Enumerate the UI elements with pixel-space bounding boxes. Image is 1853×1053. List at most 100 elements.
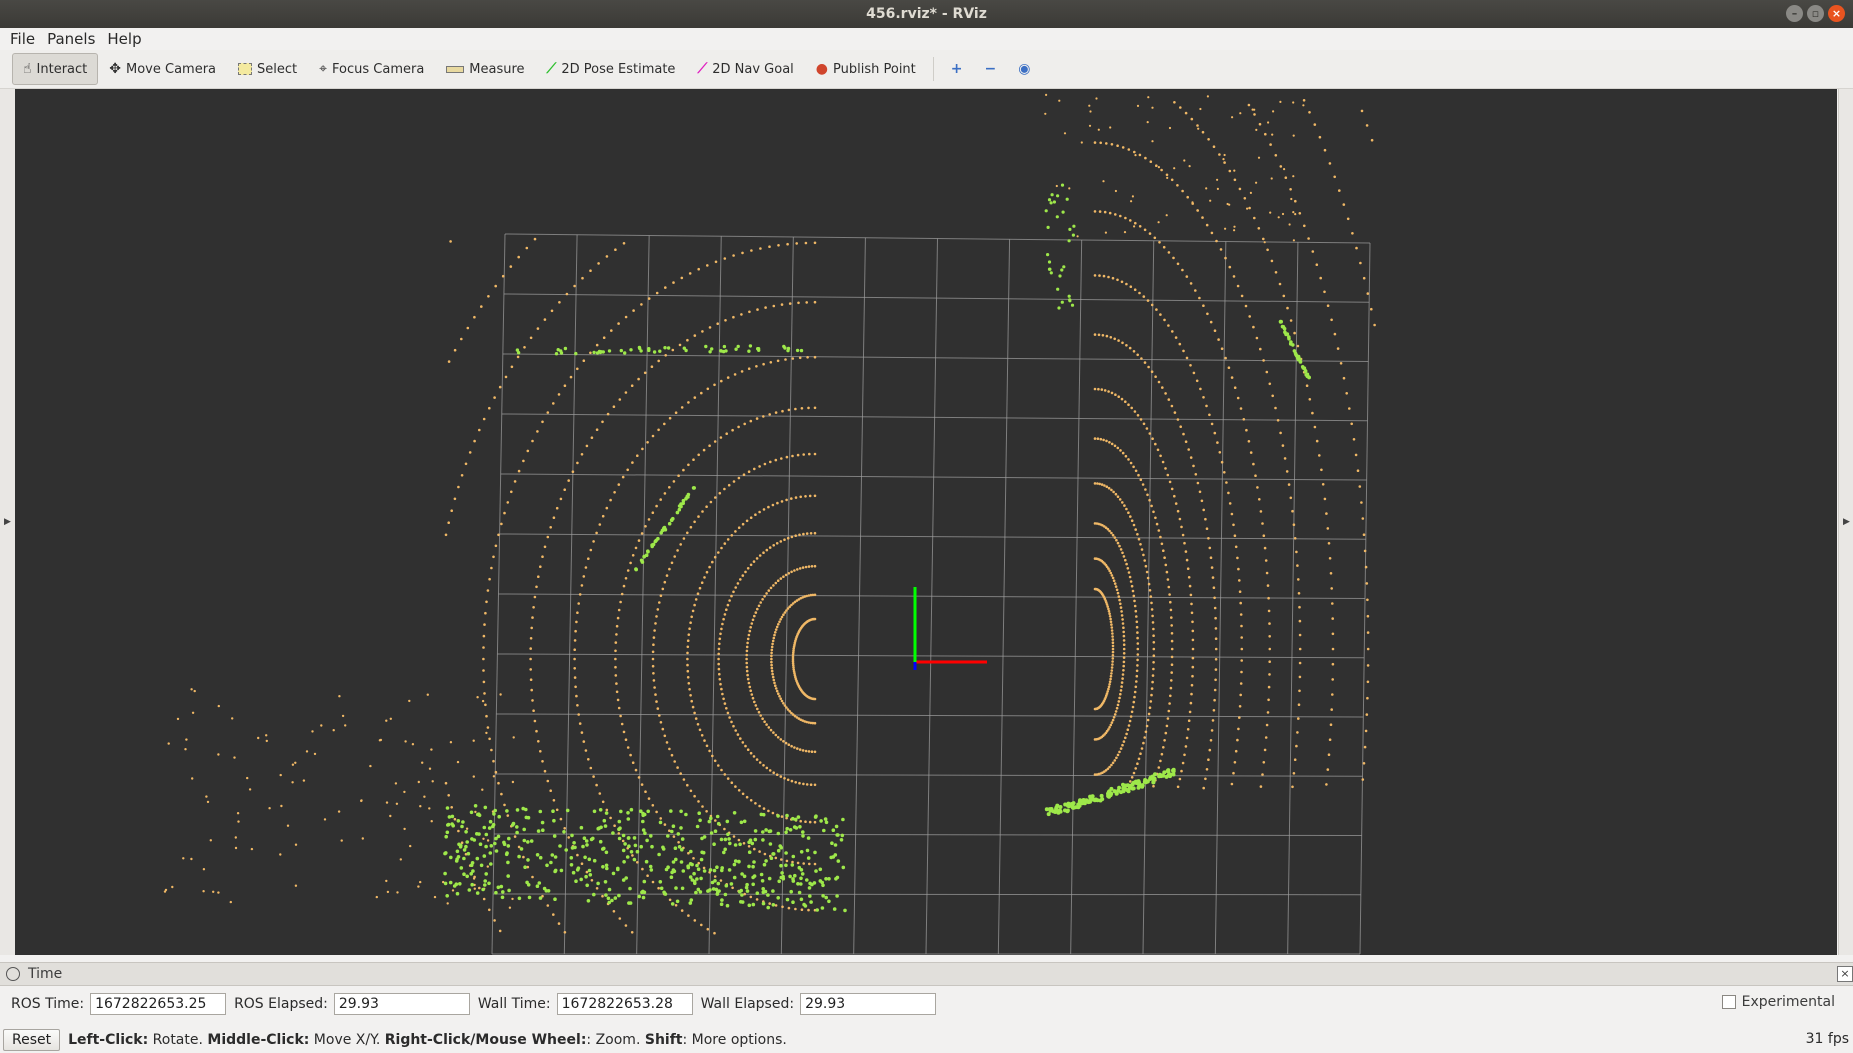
orange-point bbox=[1058, 99, 1061, 102]
orange-point bbox=[1145, 724, 1149, 728]
orange-point bbox=[1169, 686, 1173, 690]
measure-button[interactable]: Measure bbox=[435, 53, 535, 85]
orange-point bbox=[801, 596, 804, 599]
orange-point bbox=[1212, 709, 1216, 712]
orange-point bbox=[1093, 437, 1097, 440]
green-point bbox=[810, 882, 814, 887]
orange-point bbox=[713, 555, 717, 559]
green-point bbox=[761, 838, 765, 842]
ros-elapsed-field[interactable] bbox=[333, 993, 470, 1015]
orange-point bbox=[1140, 548, 1144, 551]
orange-point bbox=[577, 602, 580, 605]
orange-point bbox=[785, 455, 789, 459]
plus-icon: + bbox=[950, 61, 963, 77]
close-panel-icon[interactable]: × bbox=[1837, 966, 1853, 982]
reset-button[interactable]: Reset bbox=[3, 1028, 61, 1051]
orange-point bbox=[1111, 761, 1115, 765]
orange-point bbox=[546, 904, 550, 907]
orange-point bbox=[790, 711, 793, 715]
orange-point bbox=[746, 637, 750, 641]
orange-point bbox=[665, 574, 669, 577]
left-click-text: Rotate. bbox=[148, 1031, 208, 1048]
green-point bbox=[629, 850, 634, 854]
minimize-icon[interactable]: – bbox=[1786, 5, 1803, 22]
maximize-icon[interactable]: ▫ bbox=[1807, 5, 1824, 22]
orange-point bbox=[184, 748, 187, 751]
pose-estimate-button[interactable]: ⟋ 2D Pose Estimate bbox=[536, 53, 687, 85]
green-point bbox=[527, 895, 532, 900]
orange-point bbox=[1185, 736, 1189, 740]
nav-goal-button[interactable]: ⟋ 2D Nav Goal bbox=[686, 53, 804, 85]
menu-panels[interactable]: Panels bbox=[47, 30, 96, 48]
green-point bbox=[832, 907, 837, 911]
orange-point bbox=[801, 566, 805, 569]
menu-file[interactable]: File bbox=[10, 30, 36, 48]
green-point bbox=[684, 812, 688, 817]
orange-point bbox=[665, 741, 669, 744]
orange-point bbox=[792, 649, 795, 652]
focus-camera-button[interactable]: ⌖ Focus Camera bbox=[308, 53, 435, 85]
wall-elapsed-field[interactable] bbox=[800, 993, 937, 1015]
orange-point bbox=[485, 600, 488, 604]
orange-point bbox=[701, 330, 704, 333]
select-button[interactable]: Select bbox=[227, 53, 308, 85]
orange-point bbox=[396, 891, 399, 894]
orange-point bbox=[1339, 362, 1343, 365]
interact-button[interactable]: ☝ Interact bbox=[12, 53, 99, 85]
experimental-option[interactable]: Experimental bbox=[1721, 994, 1835, 1010]
green-point bbox=[1067, 294, 1071, 298]
orange-point bbox=[680, 406, 684, 409]
menu-help[interactable]: Help bbox=[107, 30, 142, 48]
experimental-checkbox[interactable] bbox=[1721, 995, 1736, 1009]
orange-point bbox=[1133, 288, 1137, 291]
move-camera-button[interactable]: ✥ Move Camera bbox=[98, 53, 227, 85]
orange-point bbox=[1159, 454, 1162, 458]
publish-point-button[interactable]: ● Publish Point bbox=[805, 53, 927, 85]
orange-point bbox=[231, 717, 234, 720]
orange-point bbox=[671, 348, 675, 352]
orange-point bbox=[763, 852, 767, 856]
view-options-button[interactable]: ◉ bbox=[1007, 53, 1041, 85]
orange-point bbox=[782, 613, 785, 616]
orange-point bbox=[618, 398, 622, 401]
orange-point bbox=[563, 488, 566, 492]
orange-point bbox=[651, 657, 655, 661]
orange-point bbox=[1112, 716, 1116, 719]
green-point bbox=[714, 887, 719, 892]
fps-counter: 31 fps bbox=[1805, 1031, 1849, 1047]
orange-point bbox=[792, 666, 795, 669]
add-tool-button[interactable]: + bbox=[940, 53, 974, 85]
orange-point bbox=[386, 890, 390, 894]
orange-point bbox=[419, 880, 422, 884]
wall-time-field[interactable] bbox=[556, 993, 693, 1015]
orange-point bbox=[433, 895, 437, 899]
green-point bbox=[680, 847, 684, 852]
green-point bbox=[1057, 306, 1061, 310]
green-point bbox=[524, 807, 528, 812]
orange-point bbox=[807, 565, 811, 568]
right-panel-toggle[interactable]: ▶ bbox=[1838, 89, 1853, 955]
remove-tool-button[interactable]: − bbox=[974, 53, 1008, 85]
orange-point bbox=[379, 738, 383, 742]
render-canvas[interactable] bbox=[15, 89, 1837, 955]
green-point bbox=[647, 347, 651, 351]
orange-point bbox=[774, 581, 778, 585]
green-point bbox=[574, 879, 578, 883]
orange-point bbox=[772, 636, 776, 640]
green-point bbox=[823, 817, 828, 821]
orange-point bbox=[605, 808, 609, 812]
green-point bbox=[638, 346, 642, 351]
close-icon[interactable]: × bbox=[1828, 5, 1845, 22]
orange-point bbox=[1231, 116, 1234, 119]
orange-point bbox=[772, 731, 775, 734]
orange-point bbox=[585, 444, 589, 448]
orange-point bbox=[646, 874, 649, 877]
orange-point bbox=[484, 703, 487, 707]
left-panel-toggle[interactable]: ▶ bbox=[0, 89, 16, 955]
orange-point bbox=[1139, 543, 1142, 546]
orange-point bbox=[718, 637, 722, 641]
ros-time-field[interactable] bbox=[90, 993, 227, 1015]
orange-point bbox=[302, 779, 306, 782]
render-viewport[interactable] bbox=[15, 89, 1837, 955]
orange-point bbox=[341, 714, 345, 718]
